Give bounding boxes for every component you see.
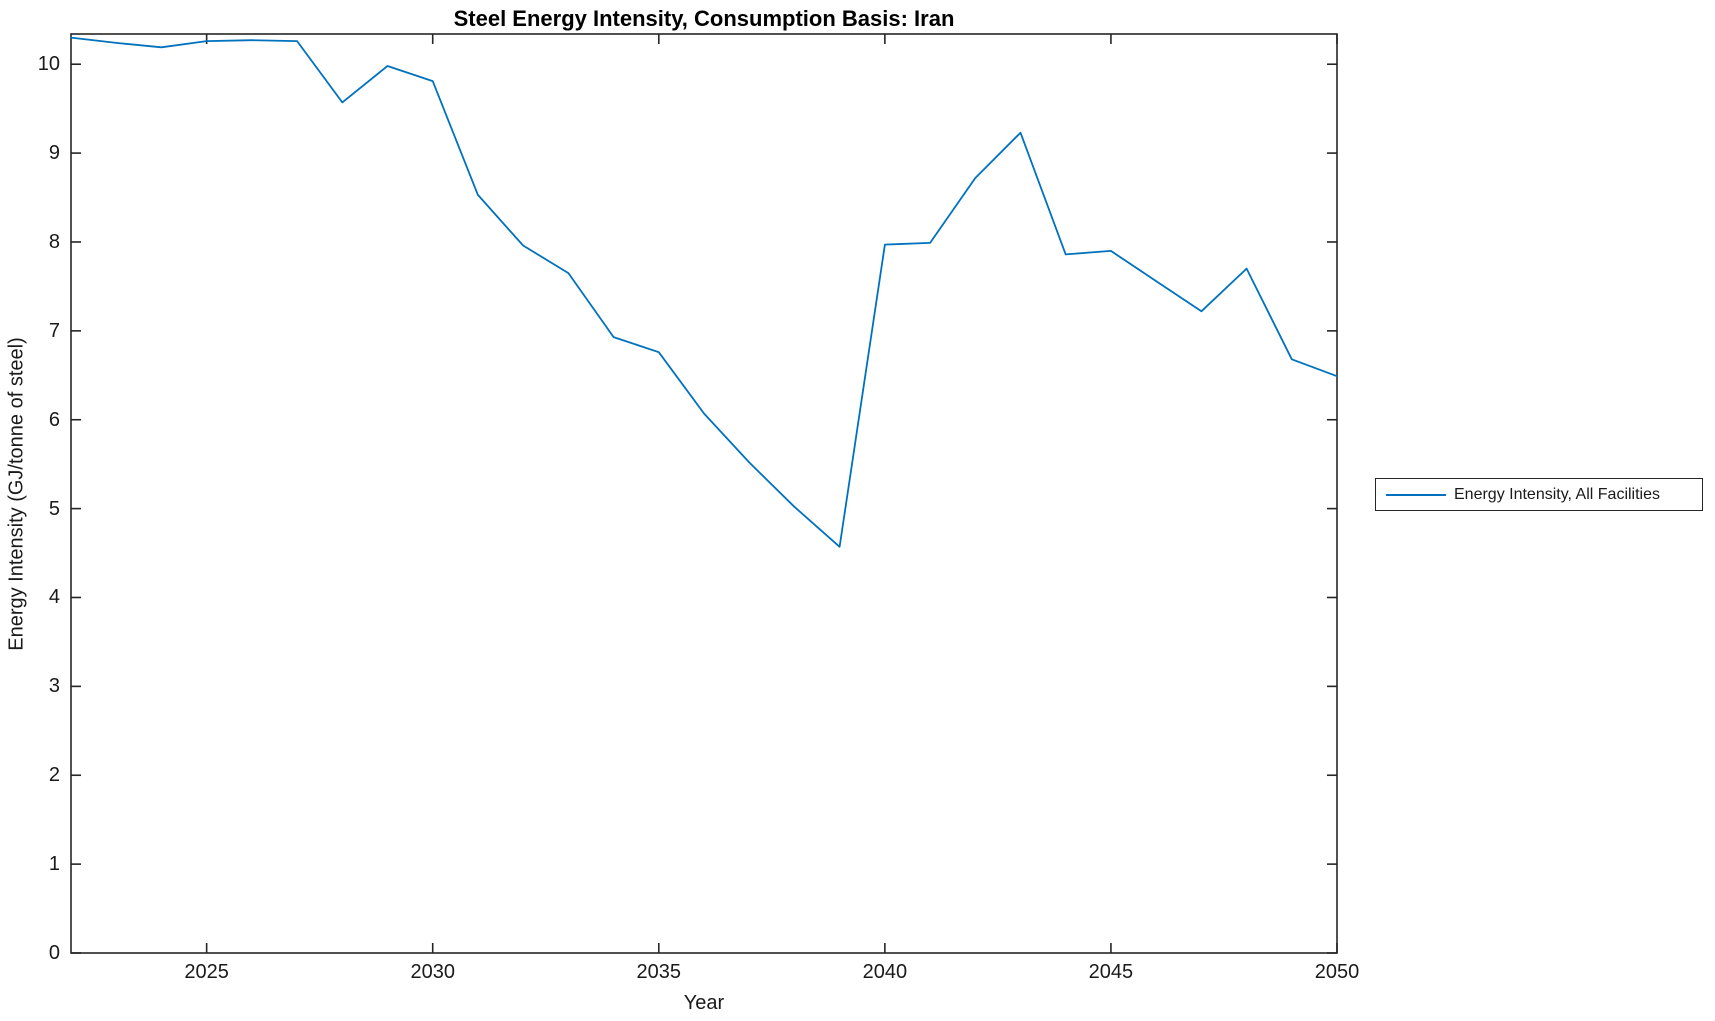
axes-frame <box>70 33 1338 954</box>
energy-intensity-line <box>70 36 1338 548</box>
x-tick-label: 2040 <box>862 961 908 983</box>
legend-label: Energy Intensity, All Facilities <box>1454 485 1661 503</box>
x-tick-label: 2030 <box>410 961 455 983</box>
y-tick-label: 2 <box>48 764 60 787</box>
y-tick-label: 1 <box>48 853 60 876</box>
y-tick-label: 9 <box>48 142 60 165</box>
y-tick-label: 10 <box>37 53 60 76</box>
y-tick-label: 6 <box>48 408 60 431</box>
legend-line-sample <box>1386 493 1446 496</box>
x-tick-label: 2045 <box>1088 961 1134 983</box>
x-tick-label: 2035 <box>636 961 682 983</box>
y-tick-label: 0 <box>48 942 60 964</box>
y-tick-label: 7 <box>48 319 60 342</box>
chart-title: Steel Energy Intensity, Consumption Basi… <box>453 6 955 31</box>
x-axis-label: Year <box>683 992 725 1014</box>
y-tick-label: 8 <box>48 230 60 253</box>
x-tick-label: 2050 <box>1314 961 1360 983</box>
legend: Energy Intensity, All Facilities <box>1375 478 1703 511</box>
y-tick-label: 3 <box>48 675 60 698</box>
y-tick-label: 4 <box>48 586 60 609</box>
y-tick-label: 5 <box>48 497 60 520</box>
x-tick-label: 2025 <box>184 961 229 983</box>
